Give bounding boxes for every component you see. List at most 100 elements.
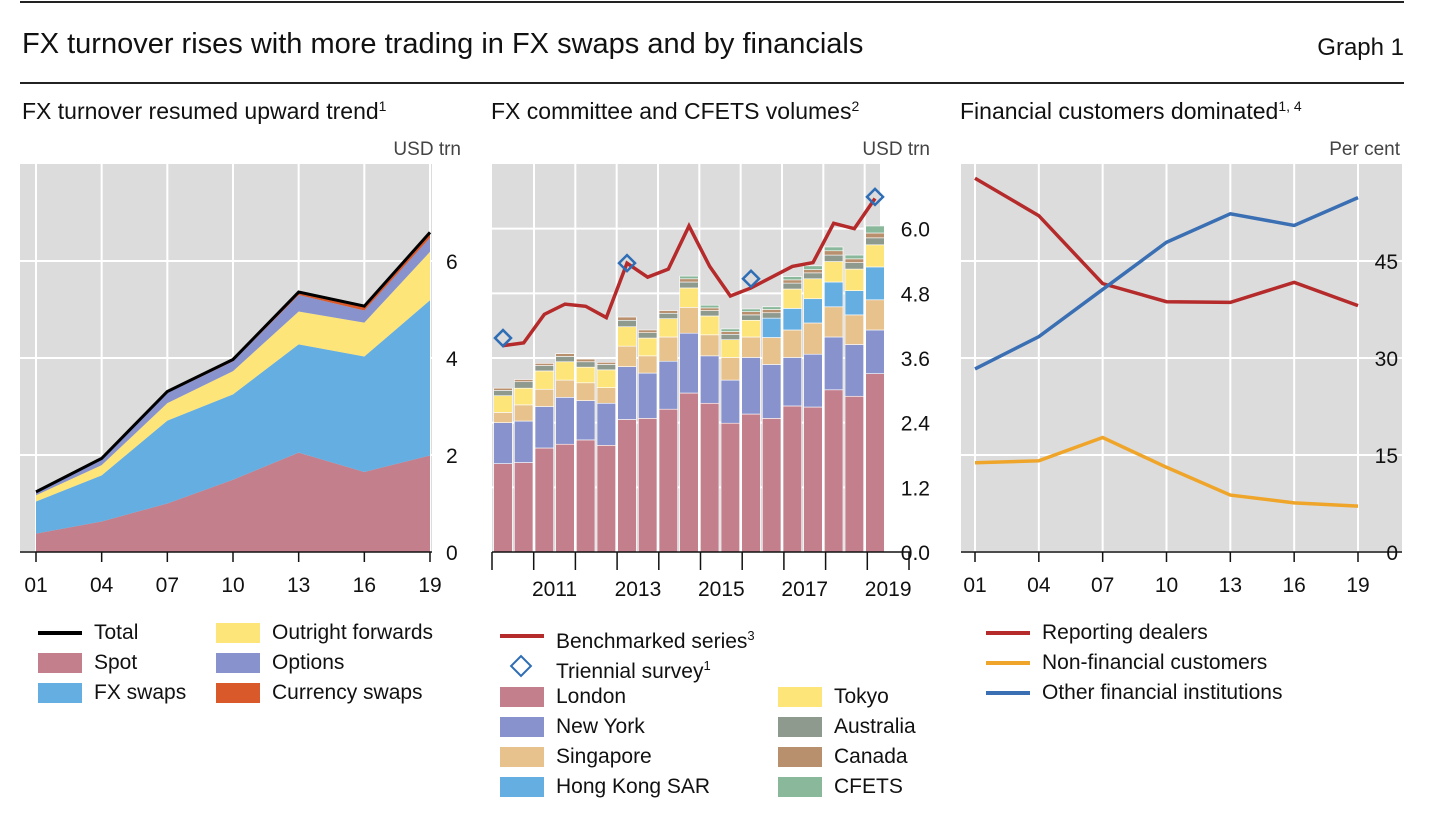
panel1-xtick-label: 04 [90,574,114,597]
panel3-line-reporting-dealers [974,176,1359,308]
legend-box-key [778,717,822,737]
panel2-bar-singapore [576,382,596,401]
panel3-xtick-label: 04 [1027,574,1051,597]
panel2-bar-london [679,392,699,553]
panel2-bar-cfets [865,225,885,234]
panel2-bar-new-york [700,355,720,404]
panel2-triennial-marker [493,328,513,348]
panel2-bar-canada [617,316,637,321]
legend-box-key [38,683,82,703]
panel2-bar-new-york [679,332,699,394]
panel2-bar-london [803,406,823,553]
panel2-bar-london [493,463,513,553]
panel2-xtick-label: 2017 [781,578,828,601]
panel1-ytick-label: 2 [446,445,458,468]
panel2-bar-australia [555,356,575,363]
panel2-bar-tokyo [803,278,823,300]
legend-label: Spot [94,651,138,674]
panel3-ytick-label: 15 [1375,445,1398,468]
panel1-ytick-label: 6 [446,251,458,274]
panel2-bar-singapore [865,299,885,331]
panel2-bar-hong-kong-sar [782,308,802,331]
panel2-bar-singapore [762,337,782,365]
legend-label: CFETS [834,775,903,798]
panel2-bar-tokyo [741,319,761,338]
panel2-bar-new-york [658,360,678,410]
panel2-bar-london [514,462,534,553]
panel2-bar-tokyo [824,261,844,283]
legend-box-key [216,653,260,673]
panel2-bar-new-york [617,366,637,420]
panel2-bar-australia [493,390,513,397]
panel2-bar-singapore [782,329,802,358]
panel1-area-options [36,237,430,496]
panel2-bar-cfets [803,265,823,270]
panel2-unit: USD trn [862,139,930,160]
panel2-title: FX committee and CFETS volumes2 [491,98,860,124]
panel2-bar-london [534,447,554,553]
panel1-xtick-label: 01 [24,574,47,597]
panel2-bar-london [617,419,637,553]
panel2-bar-new-york [782,357,802,407]
panel2-bar-hong-kong-sar [762,317,782,338]
panel2-bar-tokyo [679,287,699,308]
top-rule [20,1,1404,3]
panel2-bar-tokyo [720,339,740,358]
panel2-bar-canada [741,311,761,316]
panel2-bar-australia [617,319,637,328]
panel2-bar-singapore [555,379,575,398]
panel2-bar-new-york [844,344,864,397]
panel3-ytick-label: 45 [1375,251,1398,274]
panel2-bar-singapore [638,355,658,374]
panel2-bar-tokyo [700,315,720,336]
panel3-title: Financial customers dominated1, 4 [960,98,1302,124]
panel2-bar-london [865,373,885,553]
panel2-bar-london [658,408,678,553]
panel2-bar-canada [576,358,596,363]
panel2-bar-london [596,444,616,553]
panel2-bar-canada [658,310,678,314]
panel2-bar-new-york [824,336,844,391]
panel2-benchmarked-line [502,197,877,348]
panel2-bar-cfets [762,306,782,310]
legend-label: Triennial survey1 [556,658,711,683]
panel2-bar-australia [762,312,782,319]
legend-box-key [216,623,260,643]
panel2-bar-singapore [514,404,534,422]
panel2-bar-tokyo [617,326,637,347]
panel2-bar-london [700,402,720,553]
panel2-bar-cfets [782,276,802,281]
legend-label-footnote: 3 [747,628,755,643]
panel2-bar-canada [514,379,534,383]
panel2-bar-new-york [555,397,575,445]
panel2-bar-new-york [762,364,782,419]
panel2-bar-cfets [700,304,720,309]
panel2-bar-london [782,405,802,553]
panel2-bar-singapore [596,387,616,404]
panel3-xtick-label: 19 [1346,574,1369,597]
panel2-bar-australia [679,281,699,289]
panel2-bar-canada [782,279,802,284]
panel2-bar-cfets [741,308,761,312]
panel2-bar-tokyo [596,369,616,388]
panel2-bar-singapore [803,322,823,355]
panel2-ytick-label: 1.2 [901,477,930,500]
panel2-bar-hong-kong-sar [824,281,844,308]
panel2-bar-tokyo [576,366,596,384]
panel2-bar-new-york [576,400,596,441]
panel2-bar-london [741,413,761,553]
legend-box-key [500,777,544,797]
legend-line-key [38,631,82,635]
legend-label: Singapore [556,745,652,768]
legend-label: New York [556,715,645,738]
panel2-bar-australia [782,282,802,290]
panel1-ytick-label: 0 [446,542,458,565]
panel2-bar-london [762,418,782,553]
panel1-total-line [35,231,432,494]
panel2-bar-canada [596,362,616,365]
panel2-triennial-marker [741,269,761,289]
legend-box-key [500,717,544,737]
panel1-area-fx-swaps [36,300,430,534]
panel2-bar-tokyo [782,288,802,309]
